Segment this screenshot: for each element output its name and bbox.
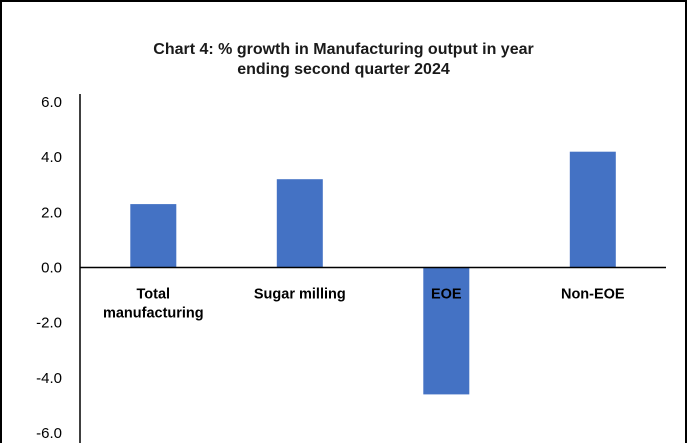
category-label: EOE — [431, 287, 462, 303]
y-tick-label: -2.0 — [36, 315, 62, 332]
y-tick-label: 6.0 — [41, 94, 62, 111]
bar-1 — [276, 179, 323, 268]
chart-title-line-1: Chart 4: % growth in Manufacturing outpu… — [153, 41, 534, 58]
category-label: Sugar milling — [254, 287, 346, 303]
bar-3 — [569, 151, 616, 268]
y-tick-label: 2.0 — [41, 204, 62, 221]
category-label: Total — [137, 287, 171, 303]
bar-0 — [130, 204, 177, 268]
bar-2 — [423, 267, 470, 395]
y-tick-label: 0.0 — [41, 260, 62, 277]
category-label: Non-EOE — [561, 287, 625, 303]
y-tick-label: -4.0 — [36, 370, 62, 387]
chart-title-line-2: ending second quarter 2024 — [237, 61, 450, 78]
chart-title: Chart 4: % growth in Manufacturing outpu… — [0, 40, 687, 80]
y-tick-label: 4.0 — [41, 149, 62, 166]
y-tick-label: -6.0 — [36, 425, 62, 442]
category-label: manufacturing — [103, 306, 204, 322]
